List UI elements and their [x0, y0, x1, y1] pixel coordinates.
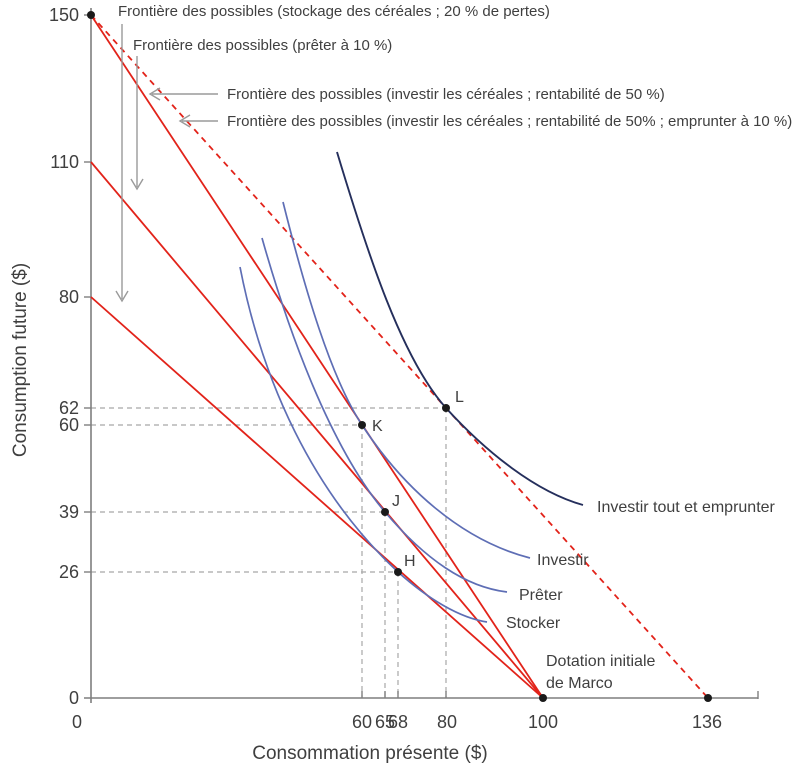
point-J: [381, 508, 389, 516]
point-K: [358, 421, 366, 429]
curve-labels: Investir tout et emprunter Investir Prêt…: [506, 499, 776, 632]
y-tick-label-0: 0: [69, 688, 79, 708]
x-tick-label-0: 0: [72, 712, 82, 732]
feasible-frontiers: [90, 14, 709, 699]
y-axis-title: Consumption future ($): [10, 263, 31, 457]
indifference-curve-invest-borrow: [336, 151, 584, 506]
y-tick-label-39: 39: [59, 502, 79, 522]
y-tick-label-80: 80: [59, 287, 79, 307]
annotation-lend-frontier: Frontière des possibles (prêter à 10 %): [133, 37, 392, 54]
annotation-invest-frontier: Frontière des possibles (investir les cé…: [227, 86, 665, 103]
frontier-store-line: [90, 296, 544, 699]
guide-lines: [91, 407, 447, 698]
arrow-to-store-frontier-head-icon: [115, 290, 129, 303]
x-tick-label-136: 136: [692, 712, 722, 732]
point-markers: [87, 11, 712, 702]
x-tick-label-80: 80: [437, 712, 457, 732]
point-label-H: H: [404, 553, 416, 570]
curve-label-invest: Investir: [537, 552, 589, 569]
x-tick-label-100: 100: [528, 712, 558, 732]
annotation-store-frontier: Frontière des possibles (stockage des cé…: [118, 3, 550, 20]
endowment-label-line1: Dotation initiale: [546, 653, 656, 670]
arrow-to-invest-borrow-frontier-head-icon: [178, 114, 191, 128]
x-axis-title: Consommation présente ($): [252, 743, 488, 764]
frontier-annotations: Frontière des possibles (stockage des cé…: [118, 3, 792, 130]
indifference-curve-store: [239, 266, 488, 623]
point-labels: L K J H: [372, 389, 464, 570]
indifference-curve-lend: [261, 237, 508, 593]
point-x-intercept-136: [704, 694, 712, 702]
endowment-label: Dotation initiale de Marco: [546, 653, 656, 692]
arrow-to-invest-frontier-head-icon: [148, 87, 161, 101]
frontier-invest-line: [90, 14, 544, 699]
point-endowment: [539, 694, 547, 702]
indifference-curves: [239, 151, 584, 623]
arrow-to-lend-frontier-head-icon: [130, 178, 144, 191]
frontier-lend-line: [90, 161, 544, 699]
x-tick-labels: 0 60 65 68 80 100 136: [72, 712, 722, 732]
point-y-intercept-150: [87, 11, 95, 19]
annotation-invest-borrow-frontier: Frontière des possibles (investir les cé…: [227, 113, 792, 130]
curve-label-invest-all-borrow: Investir tout et emprunter: [597, 499, 776, 516]
point-label-J: J: [392, 493, 400, 510]
y-tick-label-150: 150: [49, 5, 79, 25]
point-L: [442, 404, 450, 412]
axes: [84, 8, 759, 703]
y-tick-labels: 150 110 80 62 60 39 26 0: [49, 5, 79, 708]
curve-label-store: Stocker: [506, 615, 561, 632]
x-tick-label-65: 65: [375, 712, 395, 732]
point-label-L: L: [455, 389, 464, 406]
indifference-curve-invest: [282, 201, 531, 559]
point-label-K: K: [372, 418, 383, 435]
y-tick-label-26: 26: [59, 562, 79, 582]
x-tick-label-68: 68: [388, 712, 408, 732]
endowment-label-line2: de Marco: [546, 675, 613, 692]
y-tick-label-60: 60: [59, 415, 79, 435]
annotation-arrows: [115, 24, 218, 303]
y-tick-label-62: 62: [59, 398, 79, 418]
point-H: [394, 568, 402, 576]
curve-label-lend: Prêter: [519, 587, 563, 604]
x-tick-label-60: 60: [352, 712, 372, 732]
y-tick-label-110: 110: [50, 152, 79, 172]
